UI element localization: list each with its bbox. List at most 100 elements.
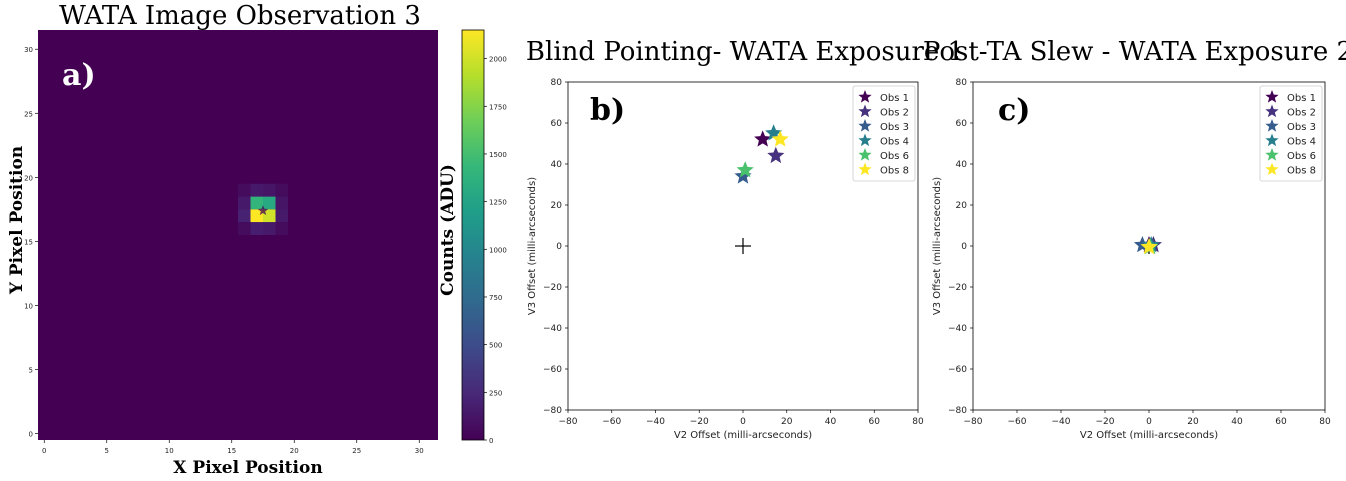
- heatmap-y-tick-label: 20: [24, 174, 33, 182]
- scatter-panel-b: Blind Pointing- WATA Exposure 1 −80 −60 −4…: [526, 37, 964, 441]
- heatmap-title: WATA Image Observation 3: [59, 1, 421, 31]
- colorbar-label: Counts (ADU): [438, 164, 458, 296]
- colorbar-tick-label: 750: [489, 294, 502, 302]
- panel-b-ticks: −80 −60 −40 −20 0 20 40 60 80 80 60 40 20 0 −20 −40 −60 −…: [543, 78, 924, 427]
- y-tick-label: −60: [948, 365, 967, 375]
- panel-c-ticks: −80 −60 −40 −20 0 20 40 60 80 80 60 40 20 0 −20 −40 −60 −…: [948, 78, 1331, 427]
- legend-entry-label: Obs 2: [1287, 108, 1316, 119]
- x-tick-label: −40: [646, 417, 665, 427]
- colorbar-tick-label: 1750: [489, 103, 507, 111]
- y-tick-label: 40: [956, 160, 968, 170]
- heatmap-cell: [238, 222, 251, 235]
- panel-c-letter: c): [998, 93, 1030, 128]
- y-tick-label: 0: [556, 242, 562, 252]
- heatmap-y-tick-label: 25: [24, 110, 33, 118]
- heatmap-y-label: Y Pixel Position: [7, 146, 27, 295]
- y-tick-label: −40: [948, 324, 967, 334]
- legend-star-icon: [858, 133, 872, 147]
- heatmap-cell: [275, 183, 288, 197]
- x-tick-label: 20: [1187, 417, 1199, 427]
- heatmap-cell: [263, 222, 276, 235]
- x-tick-label: 0: [1146, 417, 1152, 427]
- heatmap-x-ticks: 0 5 10 15 20 25 30: [42, 440, 424, 455]
- heatmap-cell: [238, 196, 251, 210]
- colorbar-tick-label: 500: [489, 342, 502, 350]
- legend-entry-label: Obs 6: [1287, 151, 1316, 162]
- heatmap-y-tick-label: 30: [24, 46, 33, 54]
- panel-b-y-label: V3 Offset (milli-arcseconds): [527, 177, 538, 315]
- heatmap-x-tick-label: 15: [227, 447, 236, 455]
- panel-c-points: [1133, 235, 1162, 255]
- x-tick-label: −20: [690, 417, 709, 427]
- panel-c-x-label: V2 Offset (milli-arcseconds): [1080, 430, 1218, 441]
- legend-star-icon: [1265, 133, 1279, 147]
- y-tick-label: 40: [551, 160, 563, 170]
- y-tick-label: 60: [956, 119, 968, 129]
- colorbar-tick-label: 250: [489, 389, 502, 397]
- y-tick-label: 80: [551, 78, 563, 88]
- y-tick-label: −80: [543, 406, 562, 416]
- x-tick-label: −60: [602, 417, 621, 427]
- legend-star-icon: [1265, 162, 1279, 176]
- colorbar-ticks: 0 250 500 750 1000 1250 1500 1750 2000: [484, 56, 507, 445]
- legend-entry-label: Obs 8: [1287, 166, 1316, 177]
- legend-entry-label: Obs 3: [880, 122, 909, 133]
- heatmap-cell: [275, 222, 288, 235]
- x-tick-label: −40: [1052, 417, 1071, 427]
- colorbar-tick-label: 0: [489, 437, 493, 445]
- legend-entry-label: Obs 8: [880, 166, 909, 177]
- y-tick-label: −20: [543, 283, 562, 293]
- data-point-star: [754, 130, 772, 147]
- heatmap-cell: [275, 209, 288, 223]
- data-point-star: [736, 161, 754, 178]
- legend-star-icon: [1265, 104, 1279, 118]
- data-point-star: [771, 130, 789, 147]
- panel-b-letter: b): [590, 93, 625, 128]
- x-tick-label: 80: [912, 417, 924, 427]
- heatmap-cell: [250, 209, 263, 223]
- x-tick-label: 40: [1231, 417, 1243, 427]
- legend-star-icon: [1265, 119, 1279, 132]
- heatmap-cell: [263, 183, 276, 197]
- legend-entry-label: Obs 3: [1287, 122, 1316, 133]
- heatmap-x-tick-label: 0: [42, 447, 46, 455]
- x-tick-label: −60: [1008, 417, 1027, 427]
- y-tick-label: 20: [956, 201, 968, 211]
- legend-entry-label: Obs 4: [880, 137, 909, 148]
- heatmap-y-ticks: 0 5 10 15 20 25 30: [24, 46, 38, 439]
- heatmap-x-tick-label: 10: [165, 447, 174, 455]
- colorbar-tick-label: 1500: [489, 151, 507, 159]
- colorbar-tick-label: 1000: [489, 246, 507, 254]
- heatmap-star-marker: [257, 205, 269, 216]
- heatmap-y-tick-label: 0: [29, 431, 33, 439]
- heatmap-x-label: X Pixel Position: [173, 458, 322, 478]
- heatmap-x-tick-label: 5: [105, 447, 109, 455]
- legend-entry-label: Obs 6: [880, 151, 909, 162]
- colorbar: 0 250 500 750 1000 1250 1500 1750 2000 Counts (A…: [438, 29, 507, 445]
- y-tick-label: −20: [948, 283, 967, 293]
- heatmap-plot-area: [38, 30, 438, 440]
- heatmap-cell: [263, 196, 276, 210]
- panel-b-points: [734, 124, 789, 184]
- heatmap-y-tick-label: 5: [29, 367, 33, 375]
- legend-star-icon: [1265, 148, 1279, 161]
- heatmap-x-tick-label: 20: [290, 447, 299, 455]
- data-point-star: [1140, 238, 1158, 255]
- x-tick-label: 60: [1275, 417, 1287, 427]
- y-tick-label: −40: [543, 324, 562, 334]
- y-tick-label: 0: [961, 242, 967, 252]
- y-tick-label: −60: [543, 365, 562, 375]
- heatmap-panel-letter: a): [62, 58, 96, 93]
- heatmap-cell: [238, 209, 251, 223]
- colorbar-tick-label: 2000: [489, 56, 507, 64]
- heatmap-x-tick-label: 30: [415, 447, 424, 455]
- x-tick-label: 80: [1319, 417, 1331, 427]
- heatmap-y-tick-label: 15: [24, 238, 33, 246]
- x-tick-label: −20: [1096, 417, 1115, 427]
- legend-star-icon: [858, 90, 872, 103]
- legend-star-icon: [858, 104, 872, 118]
- panel-c-y-label: V3 Offset (milli-arcseconds): [932, 177, 943, 315]
- panel-b-legend: Obs 1 Obs 2 Obs 3 Obs 4 Obs 6 Obs 8: [852, 85, 916, 182]
- legend-star-icon: [858, 148, 872, 161]
